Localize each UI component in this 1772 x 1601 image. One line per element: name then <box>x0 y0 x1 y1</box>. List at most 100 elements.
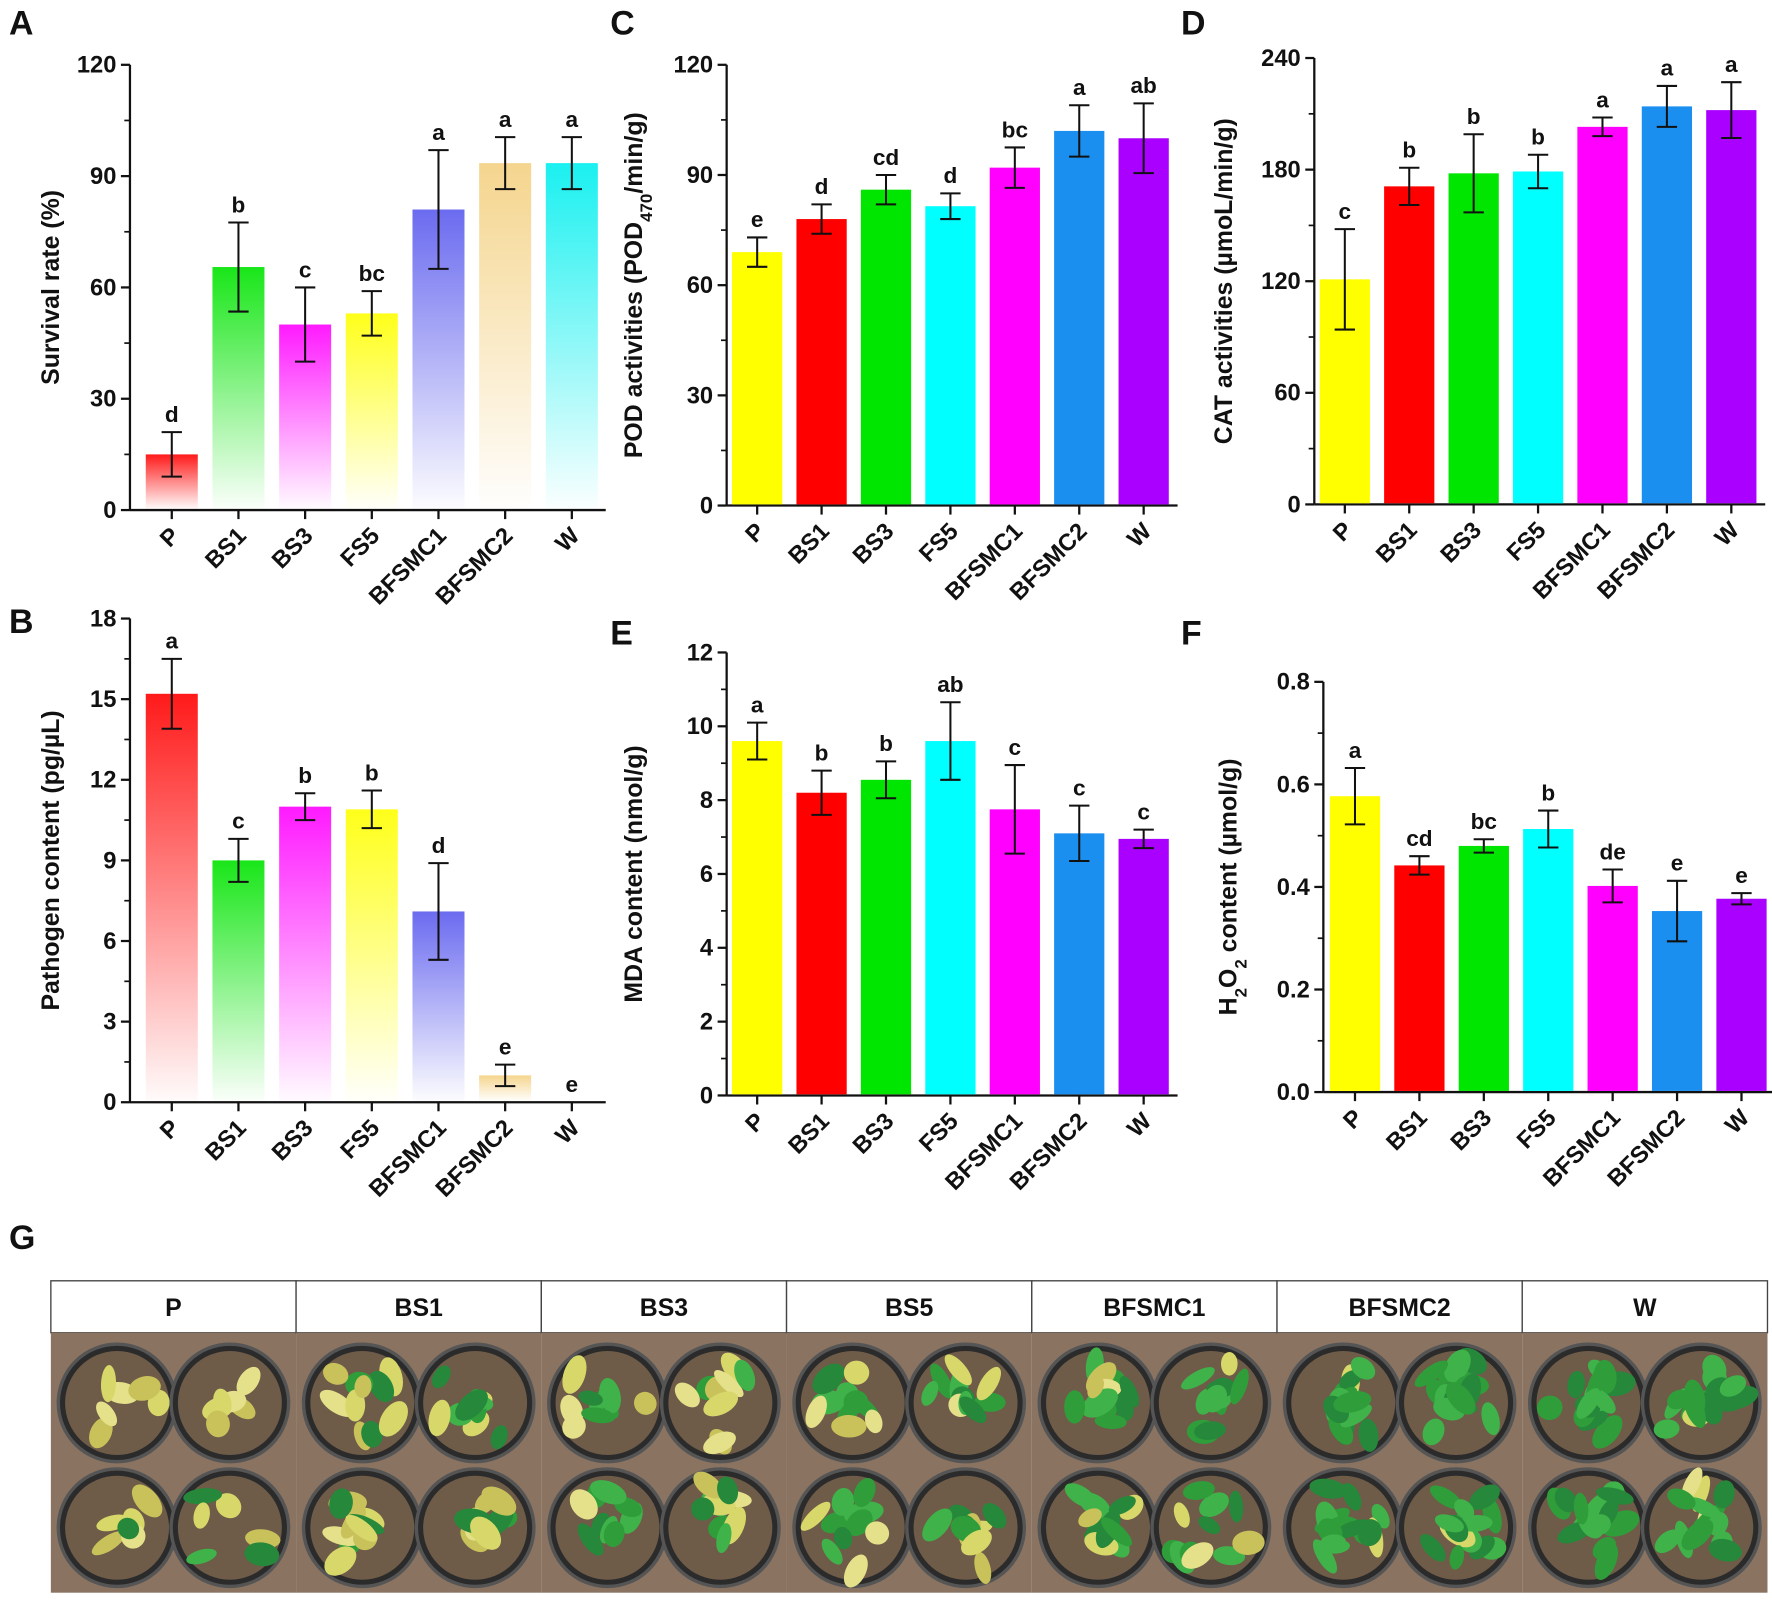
y-axis-label-part: O <box>1214 969 1242 988</box>
bar-fs5 <box>925 206 976 505</box>
leaf <box>590 1480 627 1505</box>
significance-letter: c <box>299 257 312 282</box>
leaf <box>1199 1492 1229 1518</box>
panel-letter: C <box>610 4 634 42</box>
significance-letter: c <box>1073 775 1086 800</box>
leaf <box>1173 1502 1190 1528</box>
bar-p <box>732 741 783 1095</box>
leaf <box>1573 1492 1589 1525</box>
significance-letter: a <box>1596 87 1609 112</box>
significance-letter: b <box>815 740 829 765</box>
photo-header-label: BFSMC1 <box>1103 1294 1205 1322</box>
leaf <box>1592 1415 1623 1449</box>
y-axis-label-part: H <box>1214 997 1242 1015</box>
leaf <box>578 1390 603 1406</box>
chart-panel-a: A 0 30 60 90 120 Survival rate (%) d Pb BS1 c BS3 bc… <box>9 4 606 610</box>
y-axis-label-subscript: 2 <box>1231 959 1250 968</box>
leaf <box>1078 1508 1102 1528</box>
chart-panel-c: C 0 30 60 90 120 POD activities (POD470/min/g)… <box>610 4 1178 606</box>
leaf <box>1567 1370 1586 1399</box>
bar-bfsmc2 <box>479 163 532 509</box>
y-axis-label: Pathogen content (pg/µL) <box>37 710 65 1010</box>
leaf <box>206 1410 230 1438</box>
significance-letter: d <box>815 174 829 199</box>
photo-header-cell <box>1521 1280 1769 1334</box>
leaf <box>821 1538 843 1565</box>
y-tick-label: 120 <box>1261 269 1301 295</box>
leaf <box>1708 1538 1742 1562</box>
x-tick-label: P <box>155 1115 185 1145</box>
bar-bfsmc2 <box>1054 130 1105 505</box>
y-tick-label: 0 <box>700 1083 713 1109</box>
leaf <box>921 1381 939 1406</box>
y-tick-label: 10 <box>687 714 713 740</box>
chart-panel-b: B 0 3 6 9 12 15 18 Pathogen content (pg/µL) a Pc BS… <box>9 603 606 1203</box>
leaf <box>833 1526 853 1550</box>
leaf <box>717 1476 739 1505</box>
panel-letter: D <box>1181 4 1205 42</box>
x-tick-label: W <box>1123 518 1158 553</box>
leaf <box>91 1531 126 1556</box>
x-tick-label: BS3 <box>1446 1105 1497 1156</box>
plant-photo-bs3 <box>541 1332 787 1593</box>
x-tick-label: P <box>741 518 771 548</box>
x-tick-label: W <box>1123 1108 1158 1143</box>
leaf <box>1108 1495 1136 1515</box>
y-tick-label: 6 <box>700 862 713 888</box>
leaf <box>831 1415 867 1438</box>
leaf <box>843 1554 868 1588</box>
chart-panel-e: E 0 2 4 6 8 10 12 MDA content (nmol/g) a Pb BS1 b BS3… <box>610 615 1178 1196</box>
leaf <box>1198 1516 1221 1535</box>
significance-letter: e <box>751 207 764 232</box>
leaf <box>1232 1530 1265 1555</box>
x-tick-label: W <box>1721 1105 1756 1140</box>
leaf <box>691 1497 715 1521</box>
leaf <box>1064 1390 1085 1424</box>
significance-letter: c <box>1009 735 1022 760</box>
leaf <box>345 1514 378 1542</box>
x-tick-label: BS1 <box>201 1115 252 1166</box>
panel-letter: B <box>9 603 33 641</box>
y-tick-label: 60 <box>90 275 116 301</box>
y-tick-label: 90 <box>90 164 116 190</box>
x-tick-label: BS1 <box>1372 517 1423 568</box>
leaf <box>693 1471 724 1499</box>
significance-letter: c <box>232 809 245 834</box>
y-tick-label: 120 <box>674 53 714 79</box>
y-tick-label: 0.8 <box>1277 670 1310 696</box>
significance-letter: c <box>1137 799 1150 824</box>
x-tick-label: FS5 <box>915 1108 964 1157</box>
y-axis-label: Survival rate (%) <box>37 190 65 385</box>
leaf <box>714 1370 744 1398</box>
leaf <box>1654 1529 1681 1554</box>
bar-bs3 <box>860 189 912 505</box>
y-tick-label: 90 <box>687 163 713 189</box>
leaf <box>361 1420 383 1448</box>
bar-fs5 <box>1523 829 1574 1091</box>
x-tick-label: BS1 <box>784 1108 835 1159</box>
leaf <box>703 1431 736 1455</box>
leaf <box>734 1359 756 1392</box>
leaf <box>1554 1487 1577 1513</box>
leaf <box>603 1521 625 1548</box>
leaf <box>982 1503 1007 1529</box>
leaf <box>131 1484 163 1518</box>
leaf <box>100 1365 116 1403</box>
significance-letter: a <box>1725 52 1738 77</box>
plant-photo-p <box>50 1332 297 1593</box>
photo-header-label: BS1 <box>395 1294 444 1322</box>
leaf <box>244 1542 280 1567</box>
leaf <box>1119 1376 1140 1408</box>
leaf <box>1707 1512 1729 1536</box>
x-tick-label: P <box>1329 517 1359 547</box>
x-tick-label: FS5 <box>1502 517 1551 566</box>
leaf <box>716 1523 732 1554</box>
x-tick-label: BS3 <box>848 519 899 570</box>
leaf <box>1194 1421 1226 1440</box>
significance-letter: a <box>1349 738 1362 763</box>
panel-letter: A <box>9 4 33 42</box>
x-tick-label: BS1 <box>784 519 835 570</box>
leaf <box>976 1366 1002 1401</box>
leaf <box>378 1401 408 1437</box>
y-tick-label: 0.2 <box>1277 977 1310 1003</box>
